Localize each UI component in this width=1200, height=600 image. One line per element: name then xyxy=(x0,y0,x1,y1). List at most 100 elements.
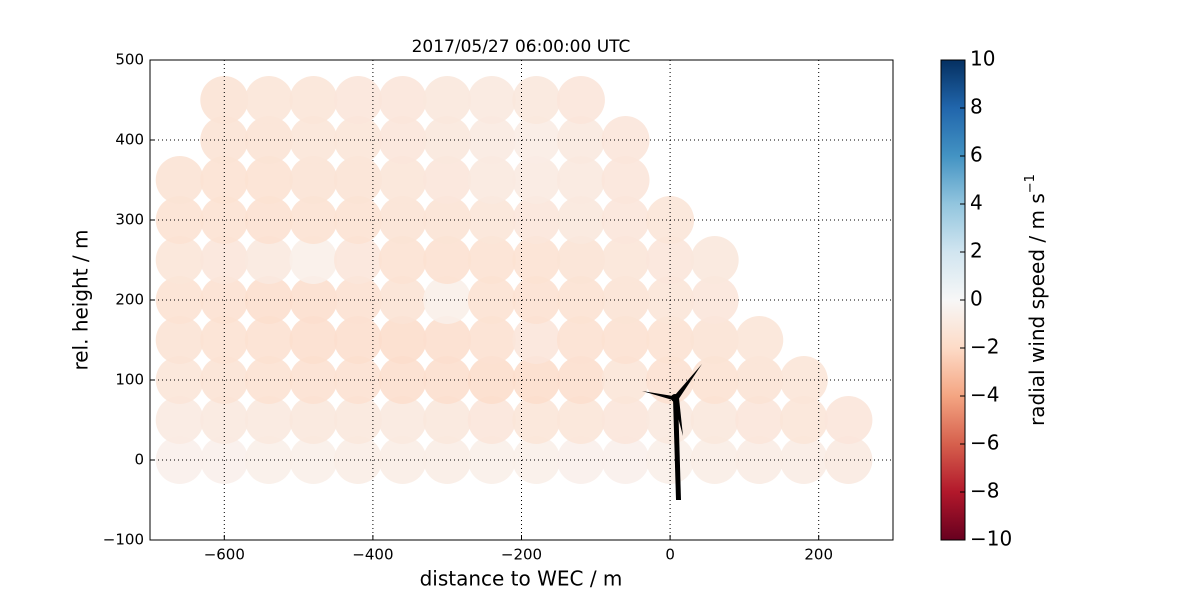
x-tick-label: −400 xyxy=(352,546,393,564)
scan-point xyxy=(378,396,427,444)
scan-point xyxy=(289,316,338,364)
scan-point xyxy=(735,356,784,404)
scan-point xyxy=(289,356,338,404)
scan-point xyxy=(601,436,650,484)
scan-point xyxy=(289,196,338,244)
scan-point xyxy=(690,396,739,444)
scan-point xyxy=(556,356,605,404)
scan-point xyxy=(601,316,650,364)
x-tick-label: −200 xyxy=(501,546,542,564)
y-tick-label: 200 xyxy=(115,291,144,309)
scan-point xyxy=(244,396,293,444)
scan-point xyxy=(824,436,873,484)
scan-point xyxy=(512,316,561,364)
colorbar-label-exponent: −1 xyxy=(1023,174,1038,193)
scan-point xyxy=(512,76,561,124)
scan-point xyxy=(467,236,516,284)
scan-point xyxy=(601,116,650,164)
scan-point xyxy=(423,196,472,244)
scan-point xyxy=(378,156,427,204)
scan-point xyxy=(467,396,516,444)
scan-point xyxy=(289,396,338,444)
scan-point xyxy=(512,156,561,204)
colorbar-tick-label: −8 xyxy=(970,479,999,503)
scan-point xyxy=(244,436,293,484)
scan-point xyxy=(467,76,516,124)
scan-point xyxy=(423,436,472,484)
x-tick-label: 200 xyxy=(804,546,833,564)
scan-point xyxy=(244,236,293,284)
scan-point xyxy=(423,236,472,284)
scan-point xyxy=(512,116,561,164)
scan-point xyxy=(334,316,383,364)
scan-point xyxy=(378,236,427,284)
scan-point xyxy=(556,276,605,324)
scan-point xyxy=(244,276,293,324)
scan-point xyxy=(467,196,516,244)
y-tick-label: 100 xyxy=(115,371,144,389)
scan-point xyxy=(244,76,293,124)
y-tick-label: −100 xyxy=(103,531,144,549)
scan-point xyxy=(155,156,204,204)
x-axis-label: distance to WEC / m xyxy=(420,567,623,591)
x-tick-label: 0 xyxy=(665,546,675,564)
scan-point xyxy=(556,436,605,484)
scan-point xyxy=(467,276,516,324)
scan-point xyxy=(690,316,739,364)
colorbar-tick-label: 10 xyxy=(970,47,995,71)
scan-point xyxy=(334,156,383,204)
y-tick-label: 0 xyxy=(134,451,144,469)
scan-point xyxy=(556,316,605,364)
scan-point xyxy=(601,356,650,404)
scan-point xyxy=(423,316,472,364)
colorbar-tick-label: −10 xyxy=(970,527,1012,551)
scan-point xyxy=(334,76,383,124)
scan-point xyxy=(601,236,650,284)
scan-point xyxy=(423,396,472,444)
scan-point xyxy=(601,276,650,324)
scan-point xyxy=(155,236,204,284)
scan-point xyxy=(423,356,472,404)
scan-point xyxy=(467,436,516,484)
scan-point xyxy=(155,276,204,324)
scan-point xyxy=(155,436,204,484)
scan-point xyxy=(556,236,605,284)
scan-point xyxy=(512,236,561,284)
scan-point xyxy=(779,396,828,444)
scan-point xyxy=(244,356,293,404)
scan-point xyxy=(735,436,784,484)
turbine xyxy=(642,364,702,500)
scan-point xyxy=(155,396,204,444)
y-axis-label: rel. height / m xyxy=(69,229,93,370)
scan-point xyxy=(244,156,293,204)
scan-point xyxy=(378,316,427,364)
colorbar-tick-label: −4 xyxy=(970,383,999,407)
scan-point xyxy=(512,196,561,244)
colorbar-tick-label: 6 xyxy=(970,143,983,167)
scan-point xyxy=(601,396,650,444)
scan-point xyxy=(512,396,561,444)
scan-point xyxy=(556,156,605,204)
scan-point xyxy=(155,316,204,364)
scan-point xyxy=(155,356,204,404)
scan-point xyxy=(289,116,338,164)
colorbar-tick-label: 8 xyxy=(970,95,983,119)
scan-point xyxy=(601,156,650,204)
scan-point xyxy=(244,196,293,244)
y-tick-label: 500 xyxy=(115,51,144,69)
scan-point xyxy=(289,436,338,484)
y-tick-label: 400 xyxy=(115,131,144,149)
scan-point xyxy=(512,356,561,404)
colorbar-label: radial wind speed / m s−1 xyxy=(1023,174,1049,426)
colorbar-tick-label: −2 xyxy=(970,335,999,359)
x-tick-label: −600 xyxy=(204,546,245,564)
grid xyxy=(150,59,893,541)
colorbar-tick-label: 4 xyxy=(970,191,983,215)
scan-point xyxy=(244,316,293,364)
chart-title: 2017/05/27 06:00:00 UTC xyxy=(412,37,631,57)
scan-point xyxy=(779,356,828,404)
scan-point xyxy=(334,236,383,284)
scan-point xyxy=(556,196,605,244)
scan-point xyxy=(601,196,650,244)
